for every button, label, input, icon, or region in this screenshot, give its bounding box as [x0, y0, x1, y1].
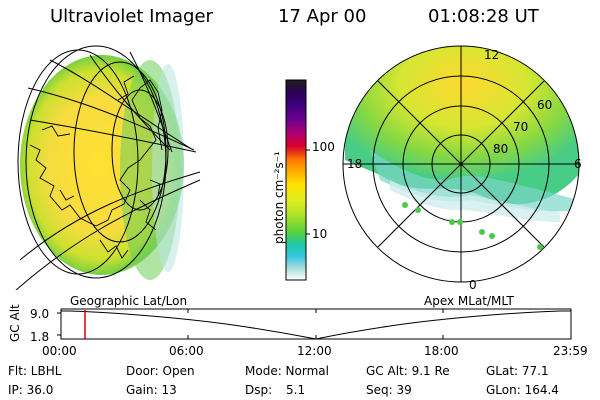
mlt-label-12: 12	[484, 48, 500, 62]
mlt-label-0: 0	[469, 278, 477, 292]
info-dsp-value: 5.1	[286, 383, 306, 397]
info-glat: GLat: 77.1	[486, 364, 549, 378]
info-seq: Seq: 39	[366, 383, 412, 397]
apex-label: Apex MLat/MLT	[424, 294, 514, 308]
info-gc-alt: GC Alt: 9.1 Re	[366, 364, 450, 378]
timeline-ytick-9: 9.0	[30, 307, 50, 321]
time-label: 01:08:28 UT	[428, 6, 539, 27]
info-mode: Mode: Normal	[245, 364, 329, 378]
info-door: Door: Open	[126, 364, 195, 378]
info-ip: IP: 36.0	[8, 383, 54, 397]
mlat-label-80: 80	[493, 142, 509, 156]
mlat-label-60: 60	[537, 98, 553, 112]
geographic-label: Geographic Lat/Lon	[70, 294, 188, 308]
info-gain: Gain: 13	[126, 383, 177, 397]
instrument-title: Ultraviolet Imager	[50, 6, 213, 27]
colorbar-tick-100: 100	[312, 140, 335, 154]
timeline-xtick-0000: 00:00	[42, 344, 77, 358]
info-dsp-label: Dsp:	[245, 383, 273, 397]
timeline-xtick-1200: 12:00	[297, 344, 332, 358]
mlt-label-18: 18	[347, 157, 363, 171]
timeline-xtick-0600: 06:00	[169, 344, 204, 358]
mlat-label-70: 70	[513, 120, 529, 134]
timeline-xtick-2359: 23:59	[553, 344, 588, 358]
timeline-xtick-1800: 18:00	[424, 344, 459, 358]
mlt-label-6: 6	[574, 157, 582, 171]
timeline-ytick-1-8: 1.8	[30, 330, 50, 344]
info-filter: Flt: LBHL	[8, 364, 62, 378]
date-label: 17 Apr 00	[278, 6, 367, 27]
colorbar	[285, 79, 310, 281]
colorbar-tick-10: 10	[312, 227, 328, 241]
info-glon: GLon: 164.4	[486, 383, 559, 397]
